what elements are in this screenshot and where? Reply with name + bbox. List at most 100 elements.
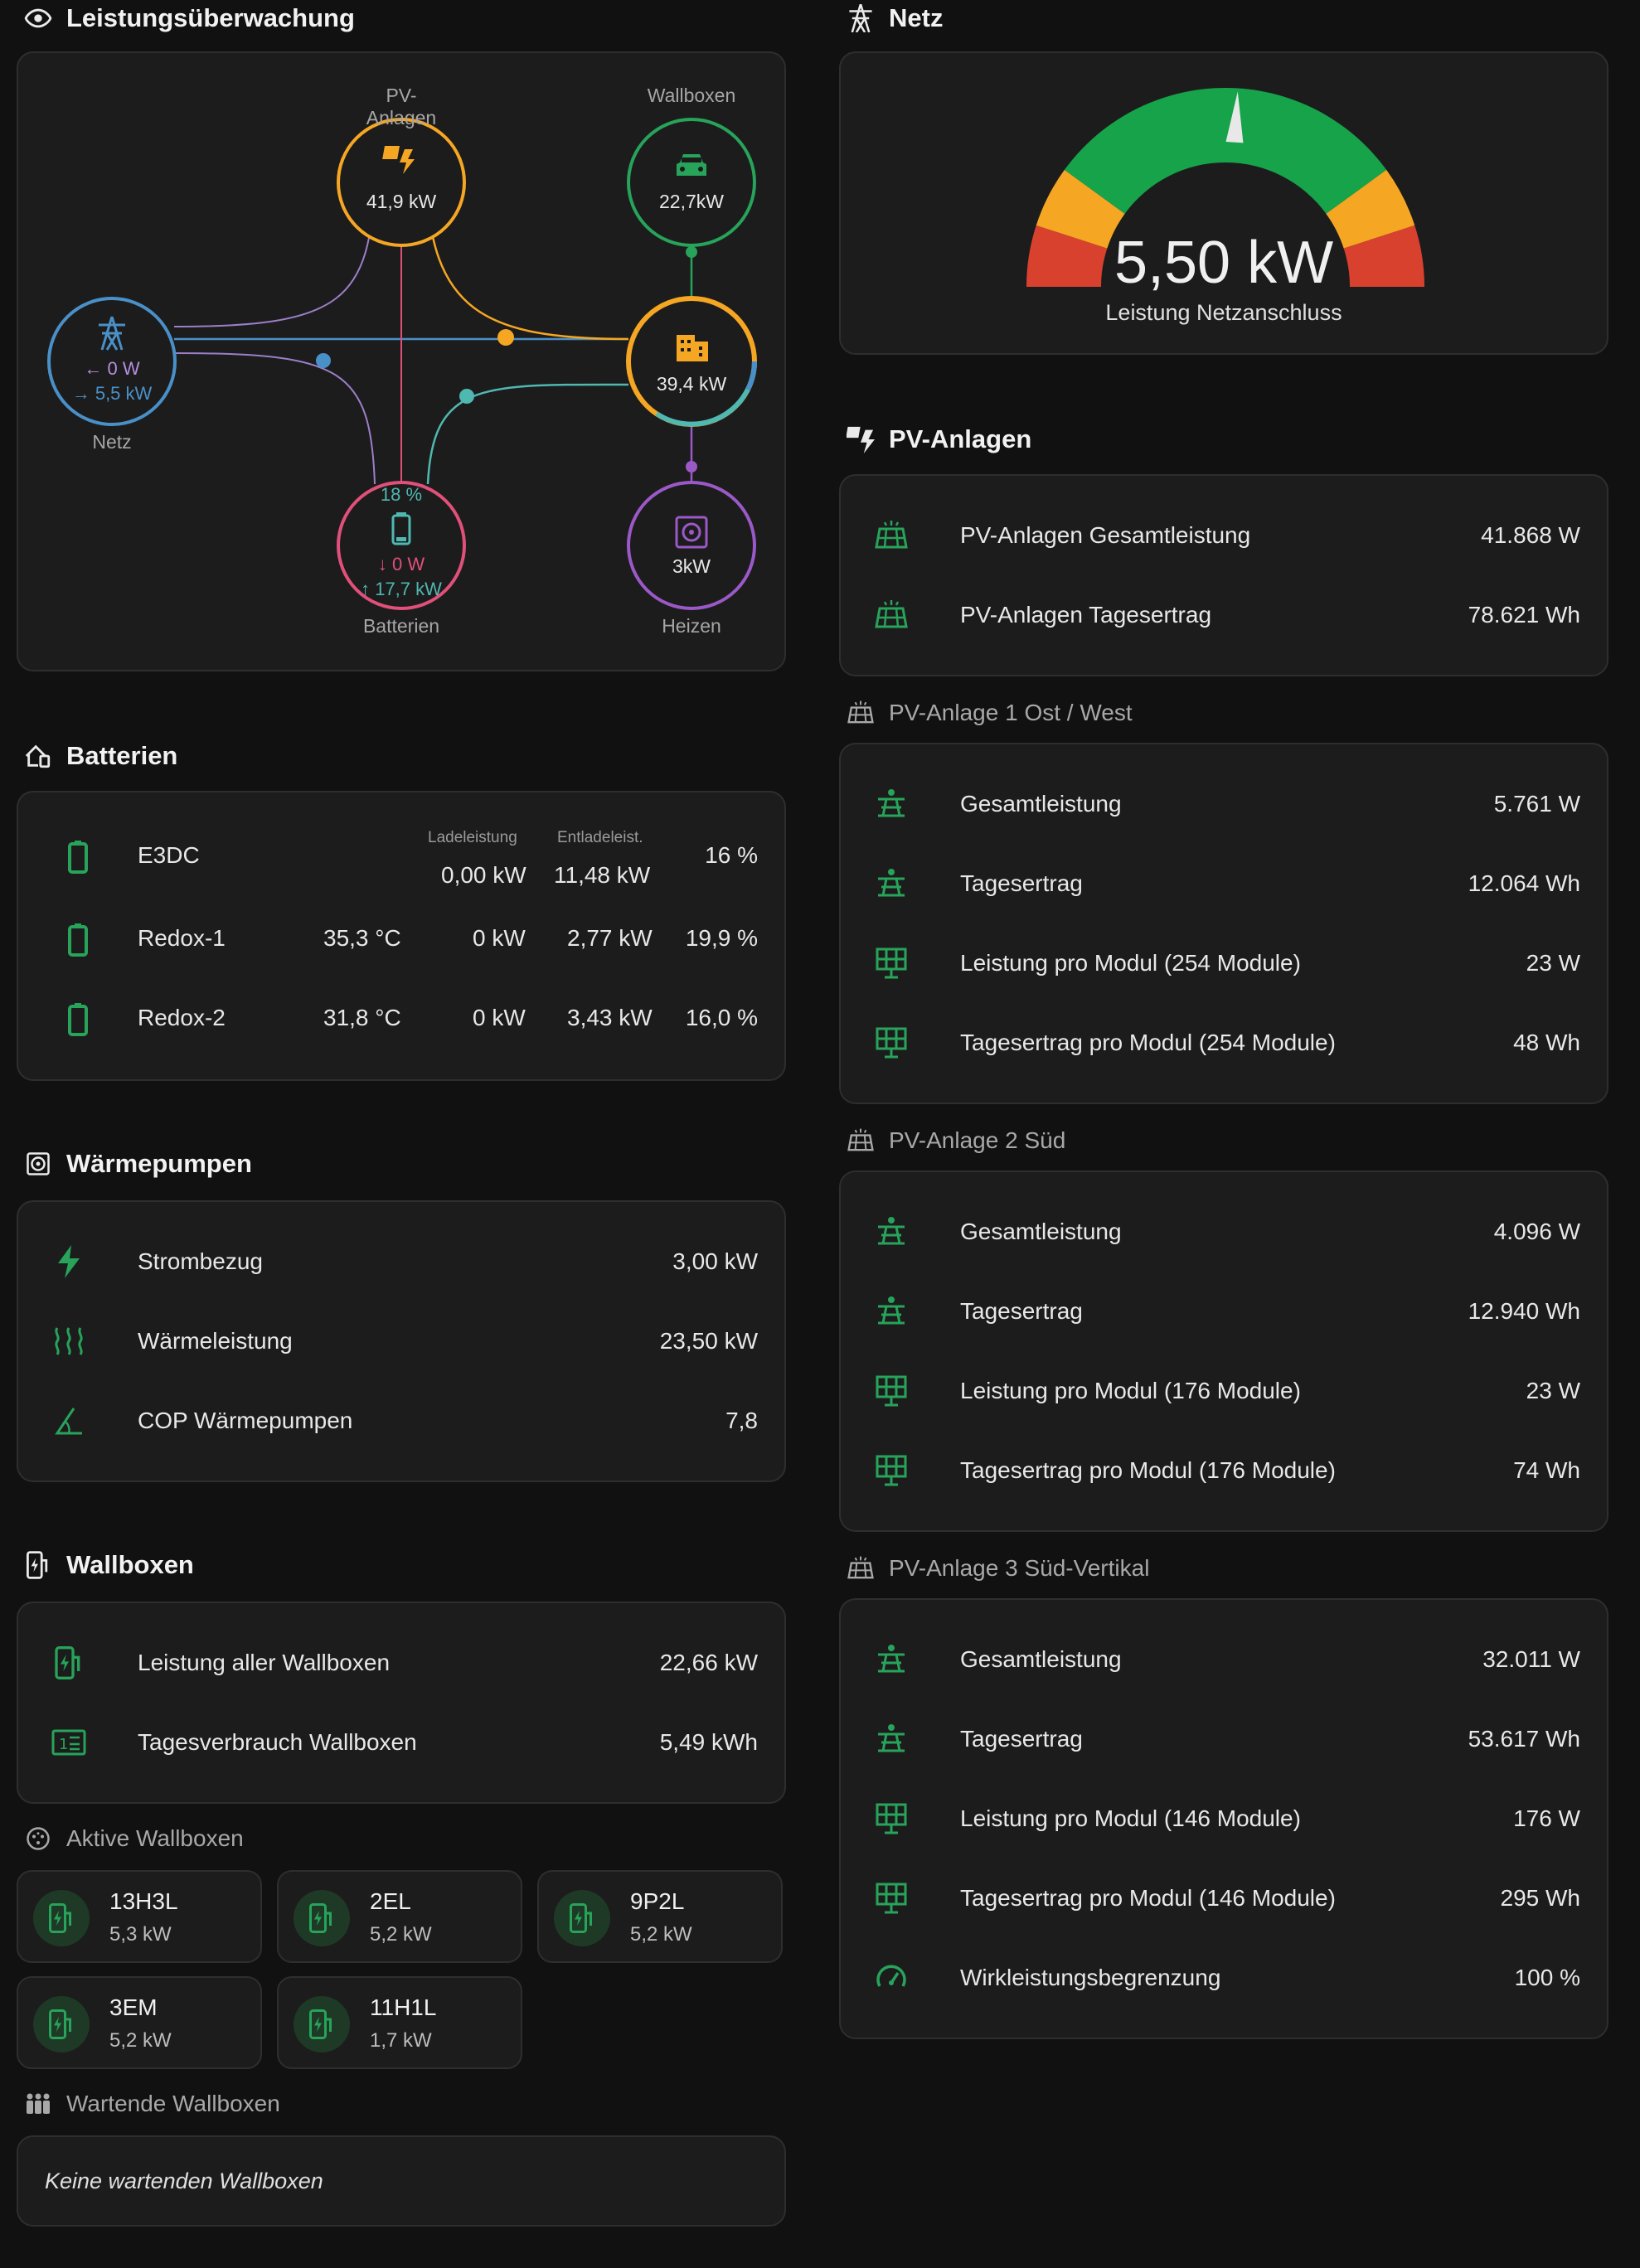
- pv-row: Tagesertrag 12.940 Wh: [841, 1287, 1607, 1336]
- ev-station-icon: [33, 1890, 90, 1946]
- battery-discharge: 3,43 kW: [567, 1005, 653, 1030]
- wallbox-chip[interactable]: 9P2L 5,2 kW: [537, 1870, 783, 1963]
- ev-plug-icon: [23, 1824, 53, 1854]
- row-value: 23 W: [1526, 1378, 1580, 1403]
- battery-row-icon: [68, 1003, 88, 1040]
- battery-charge: 0,00 kW: [441, 862, 526, 888]
- battery-to-home-line: [426, 383, 629, 485]
- section-title-text: Wärmepumpen: [66, 1149, 252, 1178]
- heat-node: [627, 481, 756, 610]
- wallbox-chip[interactable]: 13H3L 5,3 kW: [17, 1870, 262, 1963]
- battery-soc: 18 %: [380, 484, 423, 505]
- angle-icon: [48, 1400, 90, 1442]
- battery-icon: [391, 512, 411, 545]
- subsection-title-text: PV-Anlage 1 Ost / West: [889, 700, 1133, 725]
- heatpump-row: Strombezug 3,00 kW: [18, 1237, 784, 1287]
- battery-soc: 16,0 %: [685, 1005, 758, 1030]
- section-title-text: Leistungsüberwachung: [66, 3, 355, 32]
- heat-value: 3kW: [672, 555, 711, 577]
- ev-station-icon: [294, 1996, 350, 2052]
- wallbox-name: 3EM: [109, 1994, 158, 2020]
- row-value: 53.617 Wh: [1468, 1726, 1580, 1752]
- row-label: COP Wärmepumpen: [138, 1408, 353, 1433]
- row-label: Tagesertrag: [960, 870, 1083, 896]
- wallbox-value: 22,7kW: [659, 191, 724, 212]
- wallbox-chip[interactable]: 3EM 5,2 kW: [17, 1976, 262, 2069]
- row-value: 41.868 W: [1481, 522, 1580, 548]
- subsection-title-text: PV-Anlage 3 Süd-Vertikal: [889, 1555, 1150, 1581]
- row-value: 23,50 kW: [659, 1328, 758, 1354]
- pv-row: Tagesertrag 12.064 Wh: [841, 859, 1607, 909]
- heat-label: Heizen: [662, 615, 721, 637]
- pv1-card: Gesamtleistung 5.761 W Tagesertrag 12.06…: [839, 743, 1608, 1104]
- wallbox-chip[interactable]: 11H1L 1,7 kW: [277, 1976, 522, 2069]
- building-icon: [677, 335, 708, 361]
- batteries-card: Ladeleistung Entladeleist. E3DC 0,00 kW …: [17, 791, 786, 1081]
- row-label: Wirkleistungsbegrenzung: [960, 1965, 1221, 1990]
- section-wallboxes-title: Wallboxen: [23, 1547, 194, 1583]
- pv-row: Wirkleistungsbegrenzung 100 %: [841, 1953, 1607, 2003]
- pv3-title: PV-Anlage 3 Süd-Vertikal: [846, 1552, 1149, 1585]
- wallbox-chip[interactable]: 2EL 5,2 kW: [277, 1870, 522, 1963]
- row-label: Tagesertrag pro Modul (176 Module): [960, 1457, 1336, 1483]
- row-label: Gesamtleistung: [960, 1646, 1122, 1672]
- wallboxes-card: Leistung aller Wallboxen 22,66 kW 1 Tage…: [17, 1602, 786, 1804]
- battery-in-value: ↓ 0 W: [377, 554, 425, 574]
- row-label: Wärmeleistung: [138, 1328, 293, 1354]
- ev-station-icon: [48, 1642, 90, 1684]
- section-title-text: Batterien: [66, 741, 178, 770]
- transmission-tower-icon: [846, 3, 876, 33]
- subsection-title-text: Wartende Wallboxen: [66, 2091, 280, 2116]
- row-label: Tagesertrag pro Modul (146 Module): [960, 1885, 1336, 1911]
- power-flow-card: PV-Anlagen 41,9 kW Wallboxen 22,7kW ← 0 …: [17, 51, 786, 671]
- pv-row: Tagesertrag pro Modul (146 Module) 295 W…: [841, 1873, 1607, 1923]
- pv-row: Leistung pro Modul (176 Module) 23 W: [841, 1366, 1607, 1416]
- wallbox-power: 5,3 kW: [109, 1923, 172, 1946]
- solar-power-icon: [846, 424, 876, 454]
- speedometer-icon: [871, 1957, 912, 1999]
- battery-soc: 19,9 %: [685, 925, 758, 951]
- pv-row: PV-Anlagen Tagesertrag 78.621 Wh: [841, 590, 1607, 640]
- heatpump-row: Wärmeleistung 23,50 kW: [18, 1316, 784, 1366]
- pv2-title: PV-Anlage 2 Süd: [846, 1124, 1065, 1157]
- subsection-title-text: Aktive Wallboxen: [66, 1825, 244, 1851]
- grid-label: Netz: [92, 431, 132, 453]
- ev-station-icon: [33, 1996, 90, 2052]
- pv-total-card: PV-Anlagen Gesamtleistung 41.868 W PV-An…: [839, 474, 1608, 676]
- wallbox-label: Wallboxen: [647, 85, 736, 106]
- battery-name: Redox-1: [138, 925, 226, 951]
- grid-in-value: ← 0 W: [84, 358, 140, 379]
- row-value: 3,00 kW: [672, 1248, 758, 1274]
- row-label: Tagesverbrauch Wallboxen: [138, 1729, 417, 1755]
- row-value: 22,66 kW: [659, 1650, 758, 1675]
- battery-out-text: 17,7 kW: [375, 579, 442, 599]
- queue-people-icon: [23, 2089, 53, 2119]
- solar-power-variant-icon: [871, 1718, 912, 1760]
- row-label: Tagesertrag: [960, 1298, 1083, 1324]
- row-value: 78.621 Wh: [1468, 602, 1580, 628]
- solar-panel-icon: [871, 1878, 912, 1919]
- solar-label: PV-Anlagen: [366, 85, 437, 128]
- section-title-text: Netz: [889, 3, 944, 32]
- battery-row-icon: [68, 841, 88, 878]
- ev-station-icon: [294, 1890, 350, 1946]
- discharge-header: Entladeleist.: [557, 829, 643, 846]
- row-value: 4.096 W: [1493, 1219, 1580, 1244]
- subsection-title-text: PV-Anlage 2 Süd: [889, 1127, 1066, 1153]
- section-title-text: Wallboxen: [66, 1550, 194, 1579]
- battery-discharge: 2,77 kW: [567, 925, 653, 951]
- gauge-segment-red-right: [1343, 225, 1424, 287]
- car-icon: [677, 154, 706, 176]
- gauge-caption: Leistung Netzanschluss: [1105, 300, 1342, 325]
- pv3-card: Gesamtleistung 32.011 W Tagesertrag 53.6…: [839, 1598, 1608, 2039]
- flow-dot-wallbox: [686, 246, 697, 258]
- grid-gauge: [1026, 87, 1424, 287]
- gauge-segment-green: [1064, 87, 1387, 214]
- row-label: PV-Anlagen Tagesertrag: [960, 602, 1212, 628]
- grid-in-text: 0 W: [107, 358, 140, 379]
- pv-row: Tagesertrag 53.617 Wh: [841, 1714, 1607, 1764]
- solar-power-variant-icon: [871, 1291, 912, 1332]
- meter-icon: 1: [48, 1722, 90, 1763]
- section-pv-title: PV-Anlagen: [846, 421, 1031, 458]
- wallbox-name: 2EL: [370, 1888, 411, 1914]
